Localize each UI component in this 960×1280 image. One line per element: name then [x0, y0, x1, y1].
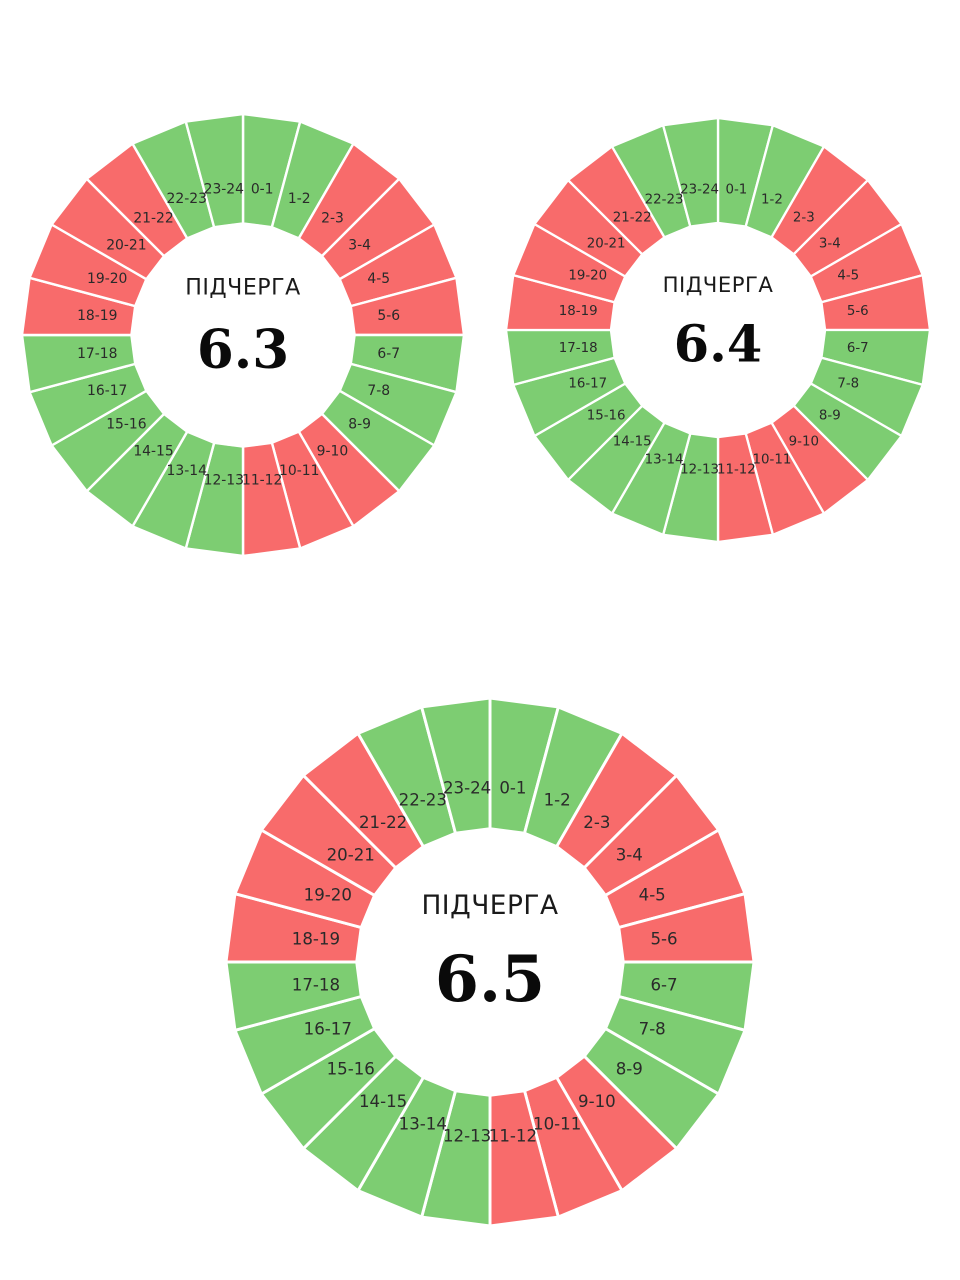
hour-label: 14-15: [613, 434, 652, 449]
hour-label: 22-23: [399, 790, 447, 809]
hour-label: 16-17: [304, 1020, 352, 1039]
hour-label: 18-19: [292, 930, 340, 949]
hour-label: 7-8: [367, 383, 390, 399]
subqueue-number: 6.5: [435, 942, 545, 1016]
schedule-dial-6-3: 0-1 1-2 2-3 3-4 4-5 5-6 6-7 7-8 8-9 9-10 10-11 11-1…: [20, 112, 466, 558]
dial-ring: 0-1 1-2 2-3 3-4 4-5 5-6 6-7 7-8 8-99-10 10-1111-1…: [504, 116, 932, 544]
hour-label: 18-19: [77, 308, 117, 324]
hour-label: 2-3: [793, 211, 815, 226]
hour-label: 4-5: [639, 885, 666, 904]
hour-label: 0-1: [499, 778, 526, 797]
hour-label: 3-4: [616, 846, 643, 865]
hour-label: 21-22: [613, 211, 652, 226]
hour-label: 3-4: [819, 237, 841, 252]
dial-center: [356, 828, 624, 1096]
hour-label: 0-1: [251, 181, 274, 197]
hour-label: 14-15: [133, 444, 173, 460]
hour-label: 11-12: [717, 462, 756, 477]
hour-label: 12-13: [443, 1127, 491, 1146]
hour-label: 3-4: [348, 238, 371, 254]
hour-segment-23-24: [184, 112, 245, 229]
hour-label: 9-10: [789, 434, 819, 449]
hour-label: 5-6: [847, 304, 869, 319]
hour-label: 13-14: [167, 463, 208, 479]
hour-label: 23-24: [204, 181, 245, 197]
hour-label: 11-12: [489, 1127, 537, 1146]
dial-svg: 0-1 1-2 2-3 3-4 4-5 5-6 6-7 7-8 8-99-10 10-1111-1…: [504, 116, 932, 544]
hour-label: 10-11: [279, 463, 319, 479]
hour-label: 1-2: [288, 191, 311, 207]
hour-label: 6-7: [650, 975, 677, 994]
hour-label: 8-9: [819, 408, 841, 423]
hour-label: 23-24: [443, 778, 491, 797]
hour-label: 18-19: [559, 304, 598, 319]
schedule-dial-6-4: 0-1 1-2 2-3 3-4 4-5 5-6 6-7 7-8 8-9 9-10 10-11 11-1…: [504, 116, 932, 544]
hour-label: 20-21: [327, 846, 375, 865]
dial-ring: 0-1 1-2 2-3 3-4 4-5 5-6 6-7 7-8 8-99-10 10-1111-1…: [224, 696, 756, 1228]
hour-label: 21-22: [359, 813, 407, 832]
dial-svg: 0-1 1-2 2-33-4 4-5 5-6 6-7 7-8 8-9 9-10 10-1111-1…: [20, 112, 466, 558]
hour-label: 13-14: [645, 453, 684, 468]
hour-label: 7-8: [837, 376, 859, 391]
hour-label: 9-10: [317, 444, 349, 460]
hour-label: 13-14: [399, 1115, 447, 1134]
hour-label: 21-22: [133, 210, 173, 226]
schedule-dial-6-5: 0-1 1-2 2-3 3-4 4-5 5-6 6-7 7-8 8-9 9-10 10-11 11-1…: [224, 696, 756, 1228]
subqueue-number: 6.4: [674, 314, 763, 374]
hour-label: 22-23: [645, 192, 684, 207]
hour-label: 19-20: [568, 269, 607, 284]
hour-label: 5-6: [650, 930, 677, 949]
hour-label: 5-6: [377, 308, 400, 324]
hour-label: 8-9: [348, 416, 371, 432]
hour-label: 4-5: [837, 269, 859, 284]
hour-label: 0-1: [725, 183, 747, 198]
hour-label: 15-16: [106, 416, 146, 432]
subqueue-caption: ПІДЧЕРГА: [421, 890, 558, 921]
hour-label: 16-17: [568, 376, 607, 391]
hour-label: 9-10: [578, 1092, 616, 1111]
hour-label: 19-20: [87, 271, 127, 287]
hour-label: 20-21: [106, 238, 146, 254]
hour-label: 1-2: [544, 790, 571, 809]
hour-label: 15-16: [587, 408, 626, 423]
hour-label: 12-13: [204, 473, 244, 489]
hour-label: 7-8: [639, 1020, 666, 1039]
hour-label: 11-12: [242, 473, 282, 489]
hour-label: 10-11: [753, 453, 792, 468]
hour-label: 20-21: [587, 237, 626, 252]
hour-label: 8-9: [616, 1059, 643, 1078]
hour-label: 10-11: [533, 1115, 581, 1134]
dial-center: [610, 222, 826, 438]
subqueue-caption: ПІДЧЕРГА: [663, 272, 774, 297]
hour-label: 17-18: [559, 341, 598, 356]
hour-label: 15-16: [327, 1059, 375, 1078]
hour-label: 17-18: [292, 975, 340, 994]
hour-label: 6-7: [847, 341, 869, 356]
hour-label: 22-23: [167, 191, 207, 207]
hour-label: 1-2: [761, 192, 783, 207]
hour-label: 14-15: [359, 1092, 407, 1111]
hour-label: 17-18: [77, 346, 117, 362]
hour-label: 19-20: [304, 885, 352, 904]
hour-label: 4-5: [367, 271, 390, 287]
hour-label: 12-13: [680, 462, 719, 477]
subqueue-caption: ПІДЧЕРГА: [185, 275, 300, 301]
hour-label: 2-3: [583, 813, 610, 832]
dial-center: [131, 223, 355, 447]
hour-label: 23-24: [680, 183, 719, 198]
hour-label: 16-17: [87, 383, 127, 399]
dial-svg: 0-1 1-2 2-3 3-4 4-5 5-6 6-7 7-8 8-99-10 10-1111-1…: [224, 696, 756, 1228]
hour-label: 6-7: [377, 346, 400, 362]
hour-label: 2-3: [321, 210, 344, 226]
subqueue-number: 6.3: [197, 318, 289, 381]
dial-ring: 0-1 1-2 2-33-4 4-5 5-6 6-7 7-8 8-9 9-10 10-1111-1…: [20, 112, 466, 558]
